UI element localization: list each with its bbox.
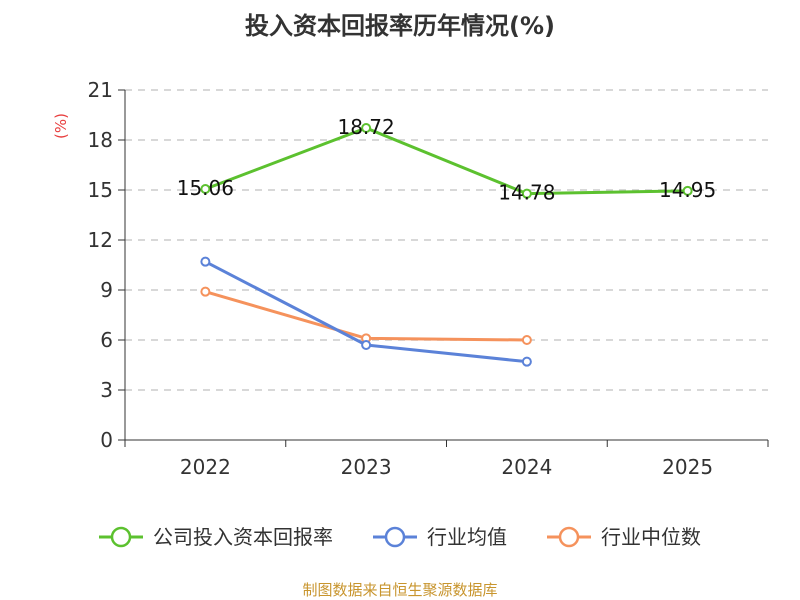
legend-item-2[interactable]: 行业中位数 — [547, 525, 701, 549]
legend-label-0: 公司投入资本回报率 — [153, 525, 333, 549]
x-tick-label-2023: 2023 — [341, 455, 392, 479]
legend-marker-0 — [110, 526, 132, 548]
data-label-2023: 18.72 — [337, 115, 394, 139]
y-tick-label-0: 0 — [100, 428, 113, 452]
x-tick-label-2025: 2025 — [662, 455, 713, 479]
legend-marker-2 — [558, 526, 580, 548]
series-layer — [200, 123, 693, 367]
data-labels: 15.06 18.72 14.78 14.95 — [177, 115, 717, 205]
data-label-2024: 14.78 — [498, 181, 555, 205]
data-label-2025: 14.95 — [659, 178, 716, 202]
series-2-point-2022 — [200, 286, 211, 297]
x-tick-label-2022: 2022 — [180, 455, 231, 479]
source-note: 制图数据来自恒生聚源数据库 — [302, 581, 497, 599]
y-tick-label-9: 9 — [100, 278, 113, 302]
legend-item-0[interactable]: 公司投入资本回报率 — [99, 525, 333, 549]
series-1-point-2023 — [361, 340, 372, 350]
legend-label-2: 行业中位数 — [601, 525, 701, 549]
x-tick-label-2024: 2024 — [501, 455, 552, 479]
y-tick-label-15: 15 — [88, 178, 113, 202]
series-0-point-2023 — [361, 123, 372, 133]
axes: 0 3 6 9 12 15 18 21 2022 2023 2024 2025 — [88, 78, 769, 479]
series-2-point-2024 — [521, 335, 532, 345]
y-tick-label-18: 18 — [88, 128, 113, 152]
gridlines — [125, 89, 768, 391]
series-1-point-2022 — [200, 256, 211, 267]
series-line-0 — [204, 126, 688, 196]
legend[interactable]: 公司投入资本回报率 行业均值 行业中位数 — [99, 525, 701, 549]
y-axis-label: (%) — [52, 113, 70, 139]
y-tick-label-3: 3 — [100, 378, 113, 402]
series-0-point-2022 — [200, 184, 211, 194]
series-0-point-2024 — [521, 188, 532, 199]
series-1-point-2024 — [521, 356, 532, 367]
chart-title: 投入资本回报率历年情况(%) — [245, 12, 555, 40]
y-tick-label-21: 21 — [88, 78, 113, 102]
y-tick-label-6: 6 — [100, 328, 113, 352]
legend-item-1[interactable]: 行业均值 — [373, 525, 507, 549]
series-0-point-2025 — [682, 185, 693, 196]
legend-label-1: 行业均值 — [427, 525, 507, 549]
data-label-2022: 15.06 — [177, 176, 234, 200]
y-tick-label-12: 12 — [88, 228, 113, 252]
series-line-2 — [204, 290, 527, 342]
legend-marker-1 — [384, 526, 406, 548]
